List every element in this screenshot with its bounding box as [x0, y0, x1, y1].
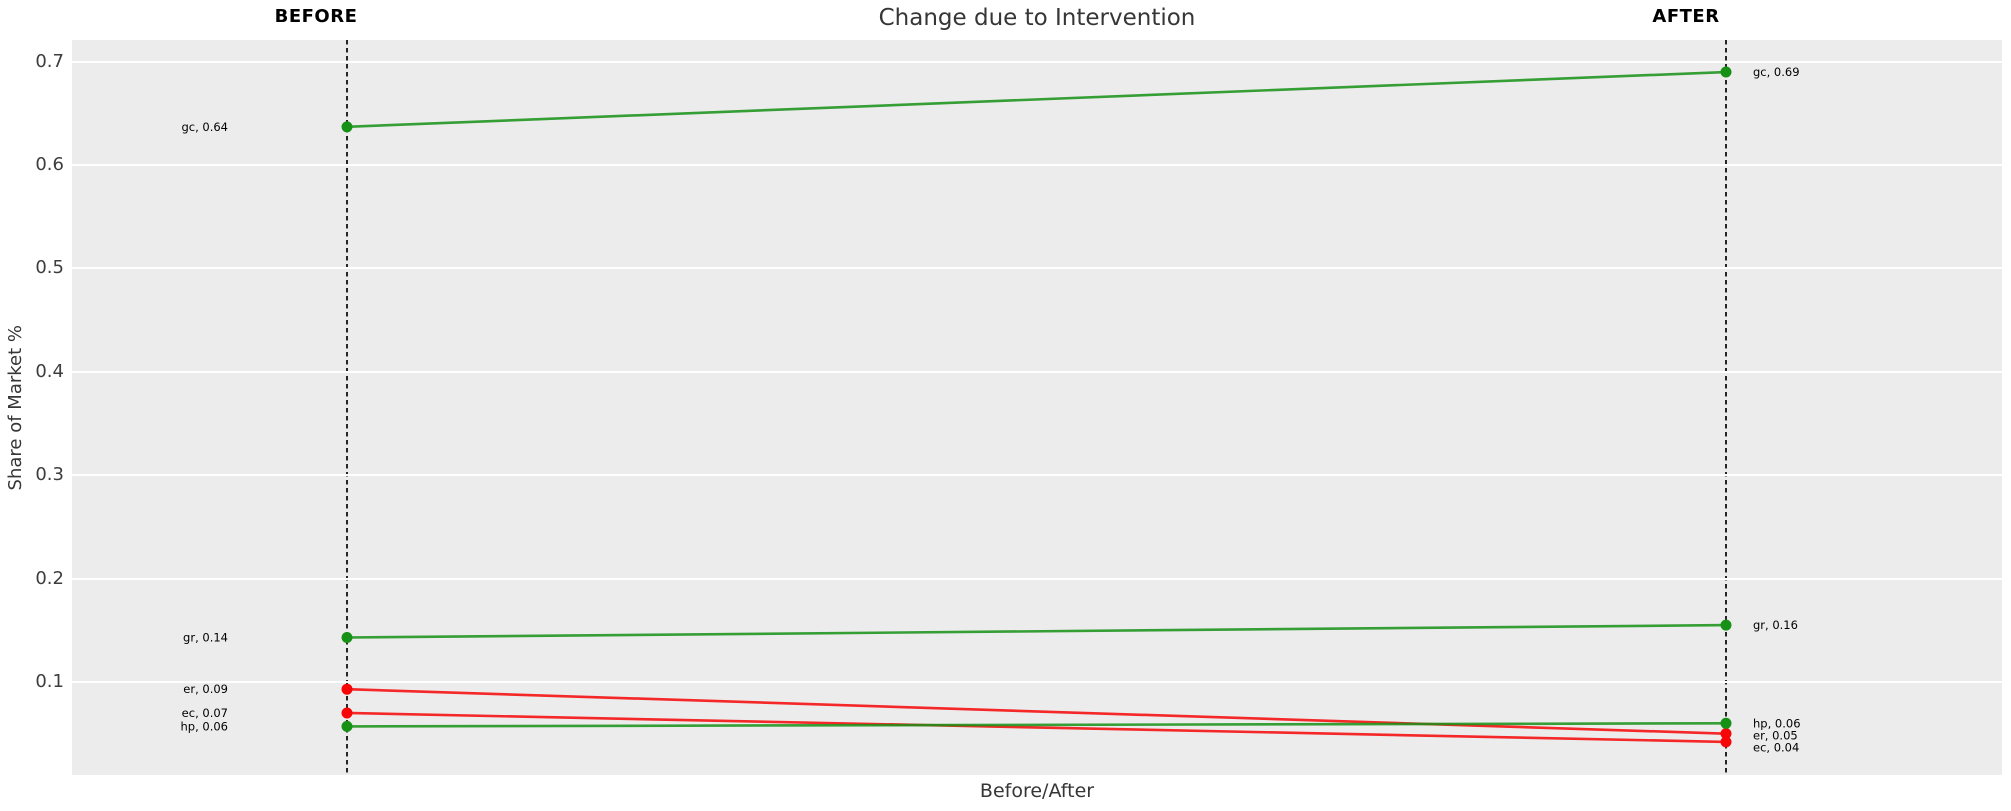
- after-column-label: AFTER: [1652, 6, 1720, 27]
- chart-title: Change due to Intervention: [878, 5, 1196, 31]
- point-label-gc-after: gc, 0.69: [1753, 65, 1800, 79]
- gridline: [72, 60, 2002, 63]
- slope-line-gr: [346, 623, 1727, 639]
- gridline: [72, 370, 2002, 373]
- slope-line-gc: [346, 70, 1727, 129]
- data-point-ec-after: [1720, 736, 1732, 748]
- y-tick-label: 0.4: [35, 360, 64, 382]
- slope-line-er: [346, 687, 1727, 735]
- point-label-gr-after: gr, 0.16: [1753, 618, 1798, 632]
- plot-area: gc, 0.64 gr, 0.14 er, 0.09 ec, 0.07 hp, 0.06…: [72, 40, 2002, 775]
- point-label-hp-before: hp, 0.06: [180, 719, 228, 733]
- data-point-gc-before: [341, 121, 353, 133]
- gridline: [72, 164, 2002, 167]
- gridline: [72, 680, 2002, 683]
- y-tick-label: 0.2: [35, 567, 64, 589]
- y-tick-label: 0.6: [35, 154, 64, 176]
- data-point-ec-before: [341, 707, 353, 719]
- data-point-hp-before: [341, 720, 353, 732]
- slope-line-ec: [346, 711, 1727, 744]
- data-point-er-before: [341, 683, 353, 695]
- before-column-label: BEFORE: [274, 6, 358, 27]
- y-tick-label: 0.3: [35, 464, 64, 486]
- gridline: [72, 267, 2002, 270]
- data-point-er-after: [1720, 728, 1732, 740]
- point-label-er-before: er, 0.09: [183, 682, 228, 696]
- data-point-gr-before: [341, 632, 353, 644]
- point-label-er-after: er, 0.05: [1753, 728, 1798, 742]
- point-label-gc-before: gc, 0.64: [181, 120, 228, 134]
- y-tick-label: 0.1: [35, 670, 64, 692]
- point-label-gr-before: gr, 0.14: [183, 631, 228, 645]
- point-label-hp-after: hp, 0.06: [1753, 716, 1801, 730]
- point-label-ec-before: ec, 0.07: [182, 706, 228, 720]
- data-point-gc-after: [1720, 66, 1732, 78]
- point-label-ec-after: ec, 0.04: [1753, 740, 1799, 754]
- gridline: [72, 474, 2002, 477]
- y-axis-label-box: Share of Market %: [2, 40, 28, 775]
- data-point-gr-after: [1720, 619, 1732, 631]
- gridline: [72, 577, 2002, 580]
- data-point-hp-after: [1720, 717, 1732, 729]
- y-tick-label: 0.7: [35, 50, 64, 72]
- x-axis-label: Before/After: [979, 780, 1095, 802]
- slope-line-hp: [346, 722, 1727, 728]
- y-tick-label: 0.5: [35, 257, 64, 279]
